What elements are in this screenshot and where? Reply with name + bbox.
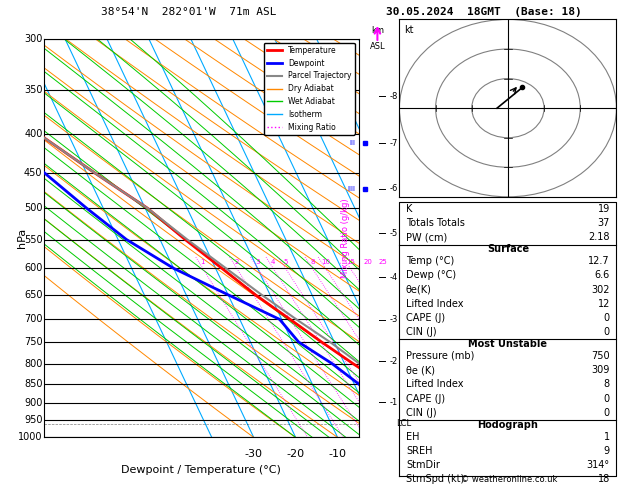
Text: 750: 750 bbox=[591, 351, 610, 361]
Text: PW (cm): PW (cm) bbox=[406, 232, 447, 243]
Text: -5: -5 bbox=[390, 229, 398, 238]
Text: 650: 650 bbox=[24, 290, 43, 300]
Text: -4: -4 bbox=[390, 273, 398, 281]
Text: 0: 0 bbox=[604, 328, 610, 337]
Text: Dewp (°C): Dewp (°C) bbox=[406, 270, 456, 280]
Text: 30.05.2024  18GMT  (Base: 18): 30.05.2024 18GMT (Base: 18) bbox=[386, 7, 582, 17]
Text: 0: 0 bbox=[604, 394, 610, 404]
Legend: Temperature, Dewpoint, Parcel Trajectory, Dry Adiabat, Wet Adiabat, Isotherm, Mi: Temperature, Dewpoint, Parcel Trajectory… bbox=[264, 43, 355, 135]
Text: 309: 309 bbox=[591, 365, 610, 375]
Text: -10: -10 bbox=[328, 450, 347, 459]
Text: StmDir: StmDir bbox=[406, 460, 440, 470]
Text: SREH: SREH bbox=[406, 446, 432, 456]
Text: Lifted Index: Lifted Index bbox=[406, 299, 464, 309]
Text: 8: 8 bbox=[604, 380, 610, 389]
Text: 0: 0 bbox=[604, 408, 610, 418]
Text: -3: -3 bbox=[390, 315, 398, 324]
Text: 950: 950 bbox=[24, 416, 43, 425]
Text: CIN (J): CIN (J) bbox=[406, 328, 437, 337]
Text: 8: 8 bbox=[310, 259, 314, 265]
Text: Dewpoint / Temperature (°C): Dewpoint / Temperature (°C) bbox=[121, 465, 281, 475]
Text: 1000: 1000 bbox=[18, 433, 43, 442]
Text: Lifted Index: Lifted Index bbox=[406, 380, 464, 389]
Text: -20: -20 bbox=[287, 450, 304, 459]
Text: -8: -8 bbox=[390, 92, 398, 101]
Text: 600: 600 bbox=[24, 263, 43, 273]
Text: 400: 400 bbox=[24, 129, 43, 139]
Text: 750: 750 bbox=[24, 337, 43, 347]
Text: -7: -7 bbox=[390, 139, 398, 148]
Text: IIII: IIII bbox=[347, 186, 355, 192]
Text: K: K bbox=[406, 204, 412, 214]
Text: Temp (°C): Temp (°C) bbox=[406, 256, 454, 266]
Text: CIN (J): CIN (J) bbox=[406, 408, 437, 418]
Text: LCL: LCL bbox=[396, 419, 411, 428]
Text: 20: 20 bbox=[364, 259, 373, 265]
Text: CAPE (J): CAPE (J) bbox=[406, 313, 445, 323]
Text: Hodograph: Hodograph bbox=[477, 420, 538, 430]
Text: III: III bbox=[349, 140, 355, 146]
Text: km: km bbox=[371, 26, 384, 35]
Text: 19: 19 bbox=[598, 204, 610, 214]
Text: 25: 25 bbox=[379, 259, 387, 265]
Text: 302: 302 bbox=[591, 284, 610, 295]
Text: 15: 15 bbox=[346, 259, 355, 265]
Text: Totals Totals: Totals Totals bbox=[406, 218, 465, 228]
Text: ASL: ASL bbox=[370, 42, 385, 51]
Text: EH: EH bbox=[406, 432, 420, 442]
Text: 900: 900 bbox=[24, 398, 43, 408]
Text: 0: 0 bbox=[604, 313, 610, 323]
Text: -30: -30 bbox=[245, 450, 263, 459]
Text: θe(K): θe(K) bbox=[406, 284, 431, 295]
Text: 450: 450 bbox=[24, 168, 43, 178]
Text: 4: 4 bbox=[271, 259, 276, 265]
Text: © weatheronline.co.uk: © weatheronline.co.uk bbox=[461, 474, 558, 484]
Text: 550: 550 bbox=[24, 235, 43, 244]
Text: 350: 350 bbox=[24, 85, 43, 95]
Text: Most Unstable: Most Unstable bbox=[469, 339, 547, 349]
Text: CAPE (J): CAPE (J) bbox=[406, 394, 445, 404]
Text: 10: 10 bbox=[321, 259, 330, 265]
Text: 38°54'N  282°01'W  71m ASL: 38°54'N 282°01'W 71m ASL bbox=[101, 7, 277, 17]
Text: -6: -6 bbox=[390, 184, 398, 193]
Text: 18: 18 bbox=[598, 474, 610, 485]
Text: -2: -2 bbox=[390, 357, 398, 366]
Text: 37: 37 bbox=[598, 218, 610, 228]
Text: kt: kt bbox=[404, 25, 413, 35]
Text: 700: 700 bbox=[24, 314, 43, 324]
Text: 3: 3 bbox=[255, 259, 260, 265]
Text: 1: 1 bbox=[201, 259, 205, 265]
Text: -1: -1 bbox=[390, 398, 398, 407]
Text: 800: 800 bbox=[24, 359, 43, 368]
Text: Pressure (mb): Pressure (mb) bbox=[406, 351, 474, 361]
Text: 850: 850 bbox=[24, 379, 43, 389]
Text: 314°: 314° bbox=[587, 460, 610, 470]
Text: 6.6: 6.6 bbox=[594, 270, 610, 280]
Text: 500: 500 bbox=[24, 203, 43, 213]
Text: 1: 1 bbox=[604, 432, 610, 442]
Text: 2.18: 2.18 bbox=[588, 232, 610, 243]
Text: 12: 12 bbox=[598, 299, 610, 309]
Text: 300: 300 bbox=[24, 34, 43, 44]
Text: θe (K): θe (K) bbox=[406, 365, 435, 375]
Text: Mixing Ratio (g/kg): Mixing Ratio (g/kg) bbox=[342, 198, 350, 278]
Text: 12.7: 12.7 bbox=[588, 256, 610, 266]
Text: 2: 2 bbox=[235, 259, 239, 265]
Text: 9: 9 bbox=[604, 446, 610, 456]
Text: Surface: Surface bbox=[487, 244, 529, 254]
Text: hPa: hPa bbox=[17, 228, 27, 248]
Text: StmSpd (kt): StmSpd (kt) bbox=[406, 474, 464, 485]
Text: 5: 5 bbox=[283, 259, 287, 265]
